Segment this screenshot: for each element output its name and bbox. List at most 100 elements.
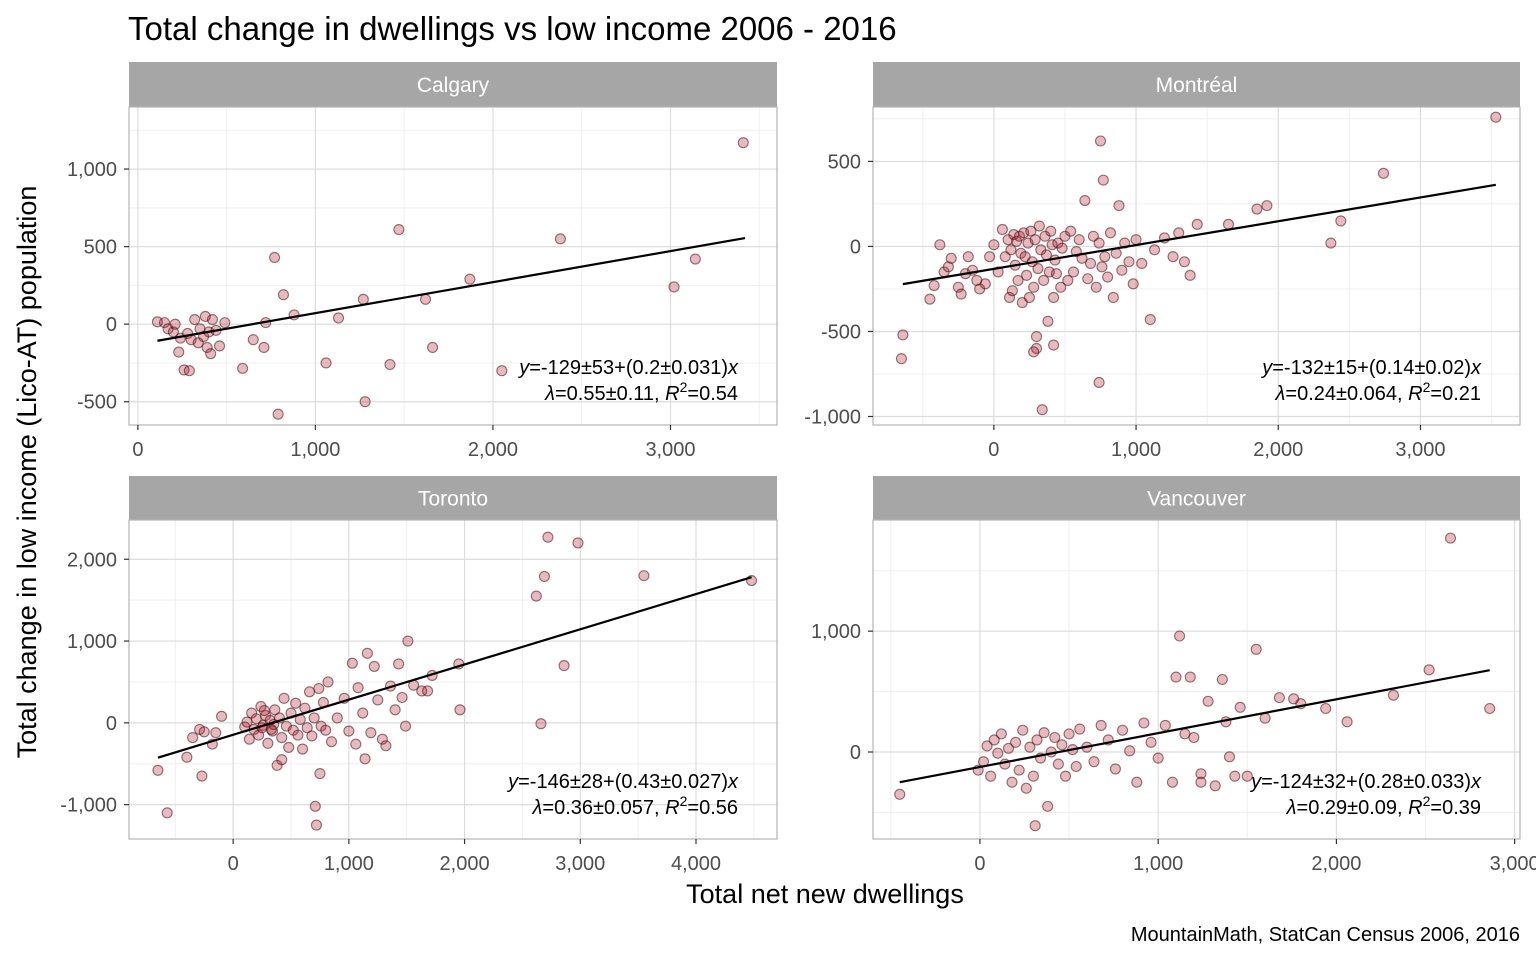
- data-point: [306, 730, 318, 742]
- data-point: [1209, 780, 1221, 792]
- data-point: [350, 738, 362, 750]
- y-tick-label: 500: [828, 151, 861, 173]
- data-point: [359, 753, 371, 765]
- data-point: [297, 743, 309, 755]
- facet-strip: [129, 476, 777, 521]
- data-point: [1027, 770, 1039, 782]
- data-point: [332, 312, 345, 324]
- data-point: [380, 740, 392, 752]
- stats-part: R: [1408, 797, 1422, 819]
- data-point: [216, 710, 228, 722]
- data-point: [996, 223, 1008, 235]
- data-point: [309, 800, 321, 812]
- data-point: [276, 732, 288, 744]
- data-point: [1082, 273, 1094, 285]
- data-point: [1377, 167, 1390, 179]
- data-point: [1136, 257, 1148, 269]
- data-point: [737, 137, 749, 149]
- x-tick-label: 0: [228, 853, 239, 875]
- data-point: [322, 676, 334, 688]
- data-point: [1166, 776, 1178, 788]
- stats-part: 2: [680, 793, 688, 809]
- data-point: [1222, 218, 1235, 230]
- data-point: [1021, 269, 1033, 281]
- data-point: [1070, 760, 1082, 773]
- data-point: [1012, 274, 1024, 287]
- data-point: [314, 768, 326, 780]
- data-point: [1104, 227, 1117, 239]
- data-point: [1028, 281, 1040, 293]
- data-point: [198, 726, 210, 738]
- data-point: [303, 686, 316, 698]
- chart-title: Total change in dwellings vs low income …: [128, 10, 897, 47]
- data-point: [1099, 251, 1111, 263]
- data-point: [745, 574, 758, 587]
- facet-strip-label: Calgary: [417, 74, 490, 97]
- regression-stats: λ=0.24±0.064, R2=0.21: [1275, 379, 1481, 405]
- data-point: [183, 365, 195, 377]
- data-point: [1055, 281, 1067, 293]
- data-point: [538, 570, 550, 582]
- y-tick-label: -1,000: [804, 406, 861, 428]
- y-tick-label: 2,000: [67, 549, 117, 571]
- equation-part: =-124±32+(0.28±0.033): [1261, 771, 1471, 793]
- data-point: [1191, 218, 1203, 230]
- data-point: [1341, 716, 1353, 728]
- data-point: [352, 682, 364, 694]
- equation-part: y: [1249, 771, 1262, 793]
- stats-part: =0.56: [687, 797, 738, 819]
- data-point: [310, 819, 323, 831]
- y-tick-label: 1,000: [811, 621, 861, 643]
- data-point: [247, 334, 259, 346]
- equation-part: x: [727, 357, 739, 379]
- data-point: [1048, 339, 1060, 351]
- stats-part: =0.24±0.064,: [1285, 383, 1408, 405]
- data-point: [1152, 752, 1164, 764]
- x-tick-label: 1,000: [290, 439, 340, 461]
- data-point: [962, 251, 974, 263]
- data-point: [1062, 274, 1074, 287]
- plot-area: [129, 107, 777, 425]
- data-point: [1484, 702, 1496, 715]
- data-point: [1085, 257, 1097, 269]
- data-point: [945, 252, 957, 264]
- data-point: [992, 747, 1004, 759]
- data-point: [1013, 764, 1025, 776]
- panel-background: [873, 107, 1520, 425]
- panel-background: [129, 107, 777, 425]
- y-tick-label: 0: [106, 314, 117, 336]
- data-point: [1216, 673, 1228, 686]
- stats-part: λ: [1286, 797, 1297, 819]
- data-point: [1038, 274, 1050, 287]
- equation-part: y: [517, 357, 530, 379]
- data-point: [1029, 234, 1041, 246]
- data-point: [542, 531, 554, 543]
- equation-part: x: [727, 771, 739, 793]
- data-point: [1010, 736, 1022, 748]
- data-point: [313, 682, 325, 695]
- regression-equation: y=-146±28+(0.43±0.027)x: [506, 771, 739, 793]
- stats-part: R: [665, 797, 679, 819]
- panel-border: [128, 519, 778, 840]
- y-tick-label: 1,000: [67, 631, 117, 653]
- data-point: [421, 685, 434, 697]
- data-point: [1020, 782, 1032, 794]
- facet-strip-label: Toronto: [418, 488, 488, 511]
- data-point: [393, 658, 405, 670]
- data-point: [1023, 291, 1035, 304]
- data-point: [1159, 719, 1171, 731]
- data-point: [1131, 776, 1143, 788]
- data-point: [1097, 174, 1109, 186]
- data-point: [1273, 692, 1285, 704]
- panel-background: [873, 520, 1520, 839]
- x-tick-label: 2,000: [440, 853, 490, 875]
- data-point: [1423, 664, 1435, 676]
- data-point: [984, 251, 996, 263]
- data-point: [1202, 695, 1214, 707]
- data-point: [258, 705, 270, 717]
- data-point: [301, 722, 313, 734]
- data-point: [1184, 269, 1196, 281]
- y-tick-label: -500: [821, 321, 861, 343]
